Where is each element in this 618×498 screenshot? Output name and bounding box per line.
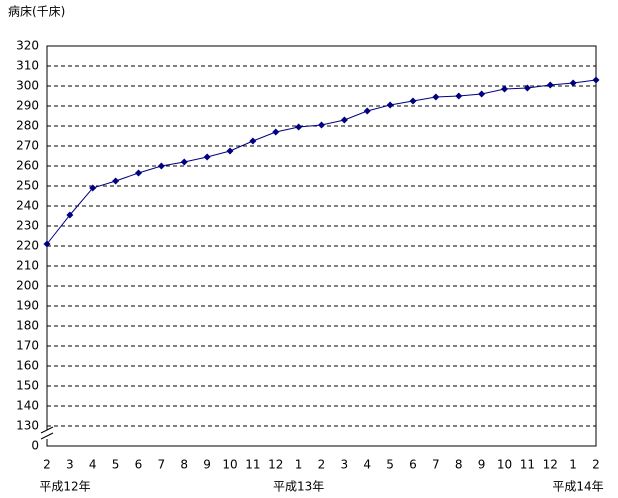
data-point: [523, 84, 531, 92]
data-point: [249, 137, 257, 145]
y-tick-label: 180: [16, 319, 39, 333]
data-point: [318, 121, 325, 129]
x-tick-label: 3: [66, 458, 74, 472]
data-point: [546, 81, 554, 89]
data-point: [478, 90, 486, 98]
x-tick-label: 6: [409, 458, 417, 472]
y-tick-label: 280: [16, 119, 39, 133]
data-point: [386, 101, 394, 109]
x-tick-label: 9: [203, 458, 211, 472]
data-point: [592, 76, 600, 84]
data-point: [43, 240, 51, 248]
data-point: [112, 177, 120, 185]
x-tick-label: 2: [592, 458, 600, 472]
data-point: [89, 184, 97, 192]
data-point: [501, 85, 508, 93]
x-tick-label: 1: [295, 458, 303, 472]
y-tick-label: 220: [16, 239, 39, 253]
x-tick-label: 12: [268, 458, 283, 472]
year-label: 平成12年: [39, 480, 90, 494]
x-tick-label: 2: [318, 458, 326, 472]
data-point: [203, 153, 211, 161]
x-tick-label: 8: [455, 458, 463, 472]
x-tick-label: 7: [158, 458, 166, 472]
x-tick-label: 1: [569, 458, 577, 472]
data-point: [340, 116, 348, 124]
data-point: [180, 158, 188, 166]
y-tick-label: 230: [16, 219, 39, 233]
y-tick-label: 0: [31, 439, 39, 453]
y-tick-label: 290: [16, 99, 39, 113]
x-tick-label: 2: [43, 458, 51, 472]
y-tick-label: 310: [16, 59, 39, 73]
series-line: [46, 79, 597, 245]
y-tick-label: 140: [16, 399, 39, 413]
x-tick-label: 11: [245, 458, 260, 472]
data-point: [157, 162, 165, 170]
x-tick-label: 10: [222, 458, 237, 472]
y-tick-label: 160: [16, 359, 39, 373]
y-tick-label: 260: [16, 159, 39, 173]
x-tick-label: 6: [135, 458, 143, 472]
data-point: [272, 128, 280, 136]
x-tick-label: 9: [478, 458, 486, 472]
data-point: [363, 107, 371, 115]
axis-break-mark: [40, 432, 54, 440]
axis-break-mark: [40, 426, 54, 434]
data-point: [135, 169, 142, 177]
y-tick-label: 270: [16, 139, 39, 153]
x-tick-label: 12: [543, 458, 558, 472]
x-tick-label: 7: [432, 458, 440, 472]
data-point: [295, 123, 303, 131]
y-tick-label: 210: [16, 259, 39, 273]
axis-break: [40, 426, 54, 440]
x-tick-label: 10: [497, 458, 512, 472]
data-point: [409, 97, 417, 105]
y-axis-label: 病床(千床): [8, 4, 65, 19]
data-point: [226, 147, 234, 155]
year-label: 平成14年: [552, 480, 603, 494]
y-tick-label: 320: [16, 39, 39, 53]
y-tick-label: 190: [16, 299, 39, 313]
data-point: [569, 79, 577, 87]
y-tick-label: 240: [16, 199, 39, 213]
y-tick-label: 150: [16, 379, 39, 393]
data-point: [66, 211, 74, 219]
x-tick-label: 8: [180, 458, 188, 472]
x-tick-label: 11: [520, 458, 535, 472]
x-tick-label: 4: [89, 458, 97, 472]
x-tick-label: 5: [112, 458, 120, 472]
data-point: [432, 93, 440, 101]
year-label: 平成13年: [273, 480, 324, 494]
y-tick-label: 300: [16, 79, 39, 93]
x-tick-label: 4: [363, 458, 371, 472]
y-tick-label: 200: [16, 279, 39, 293]
y-tick-label: 130: [16, 419, 39, 433]
y-tick-label: 170: [16, 339, 39, 353]
x-tick-label: 5: [386, 458, 394, 472]
x-tick-label: 3: [341, 458, 349, 472]
axis-break-gap: [41, 430, 53, 439]
data-point: [455, 92, 463, 100]
y-tick-label: 250: [16, 179, 39, 193]
